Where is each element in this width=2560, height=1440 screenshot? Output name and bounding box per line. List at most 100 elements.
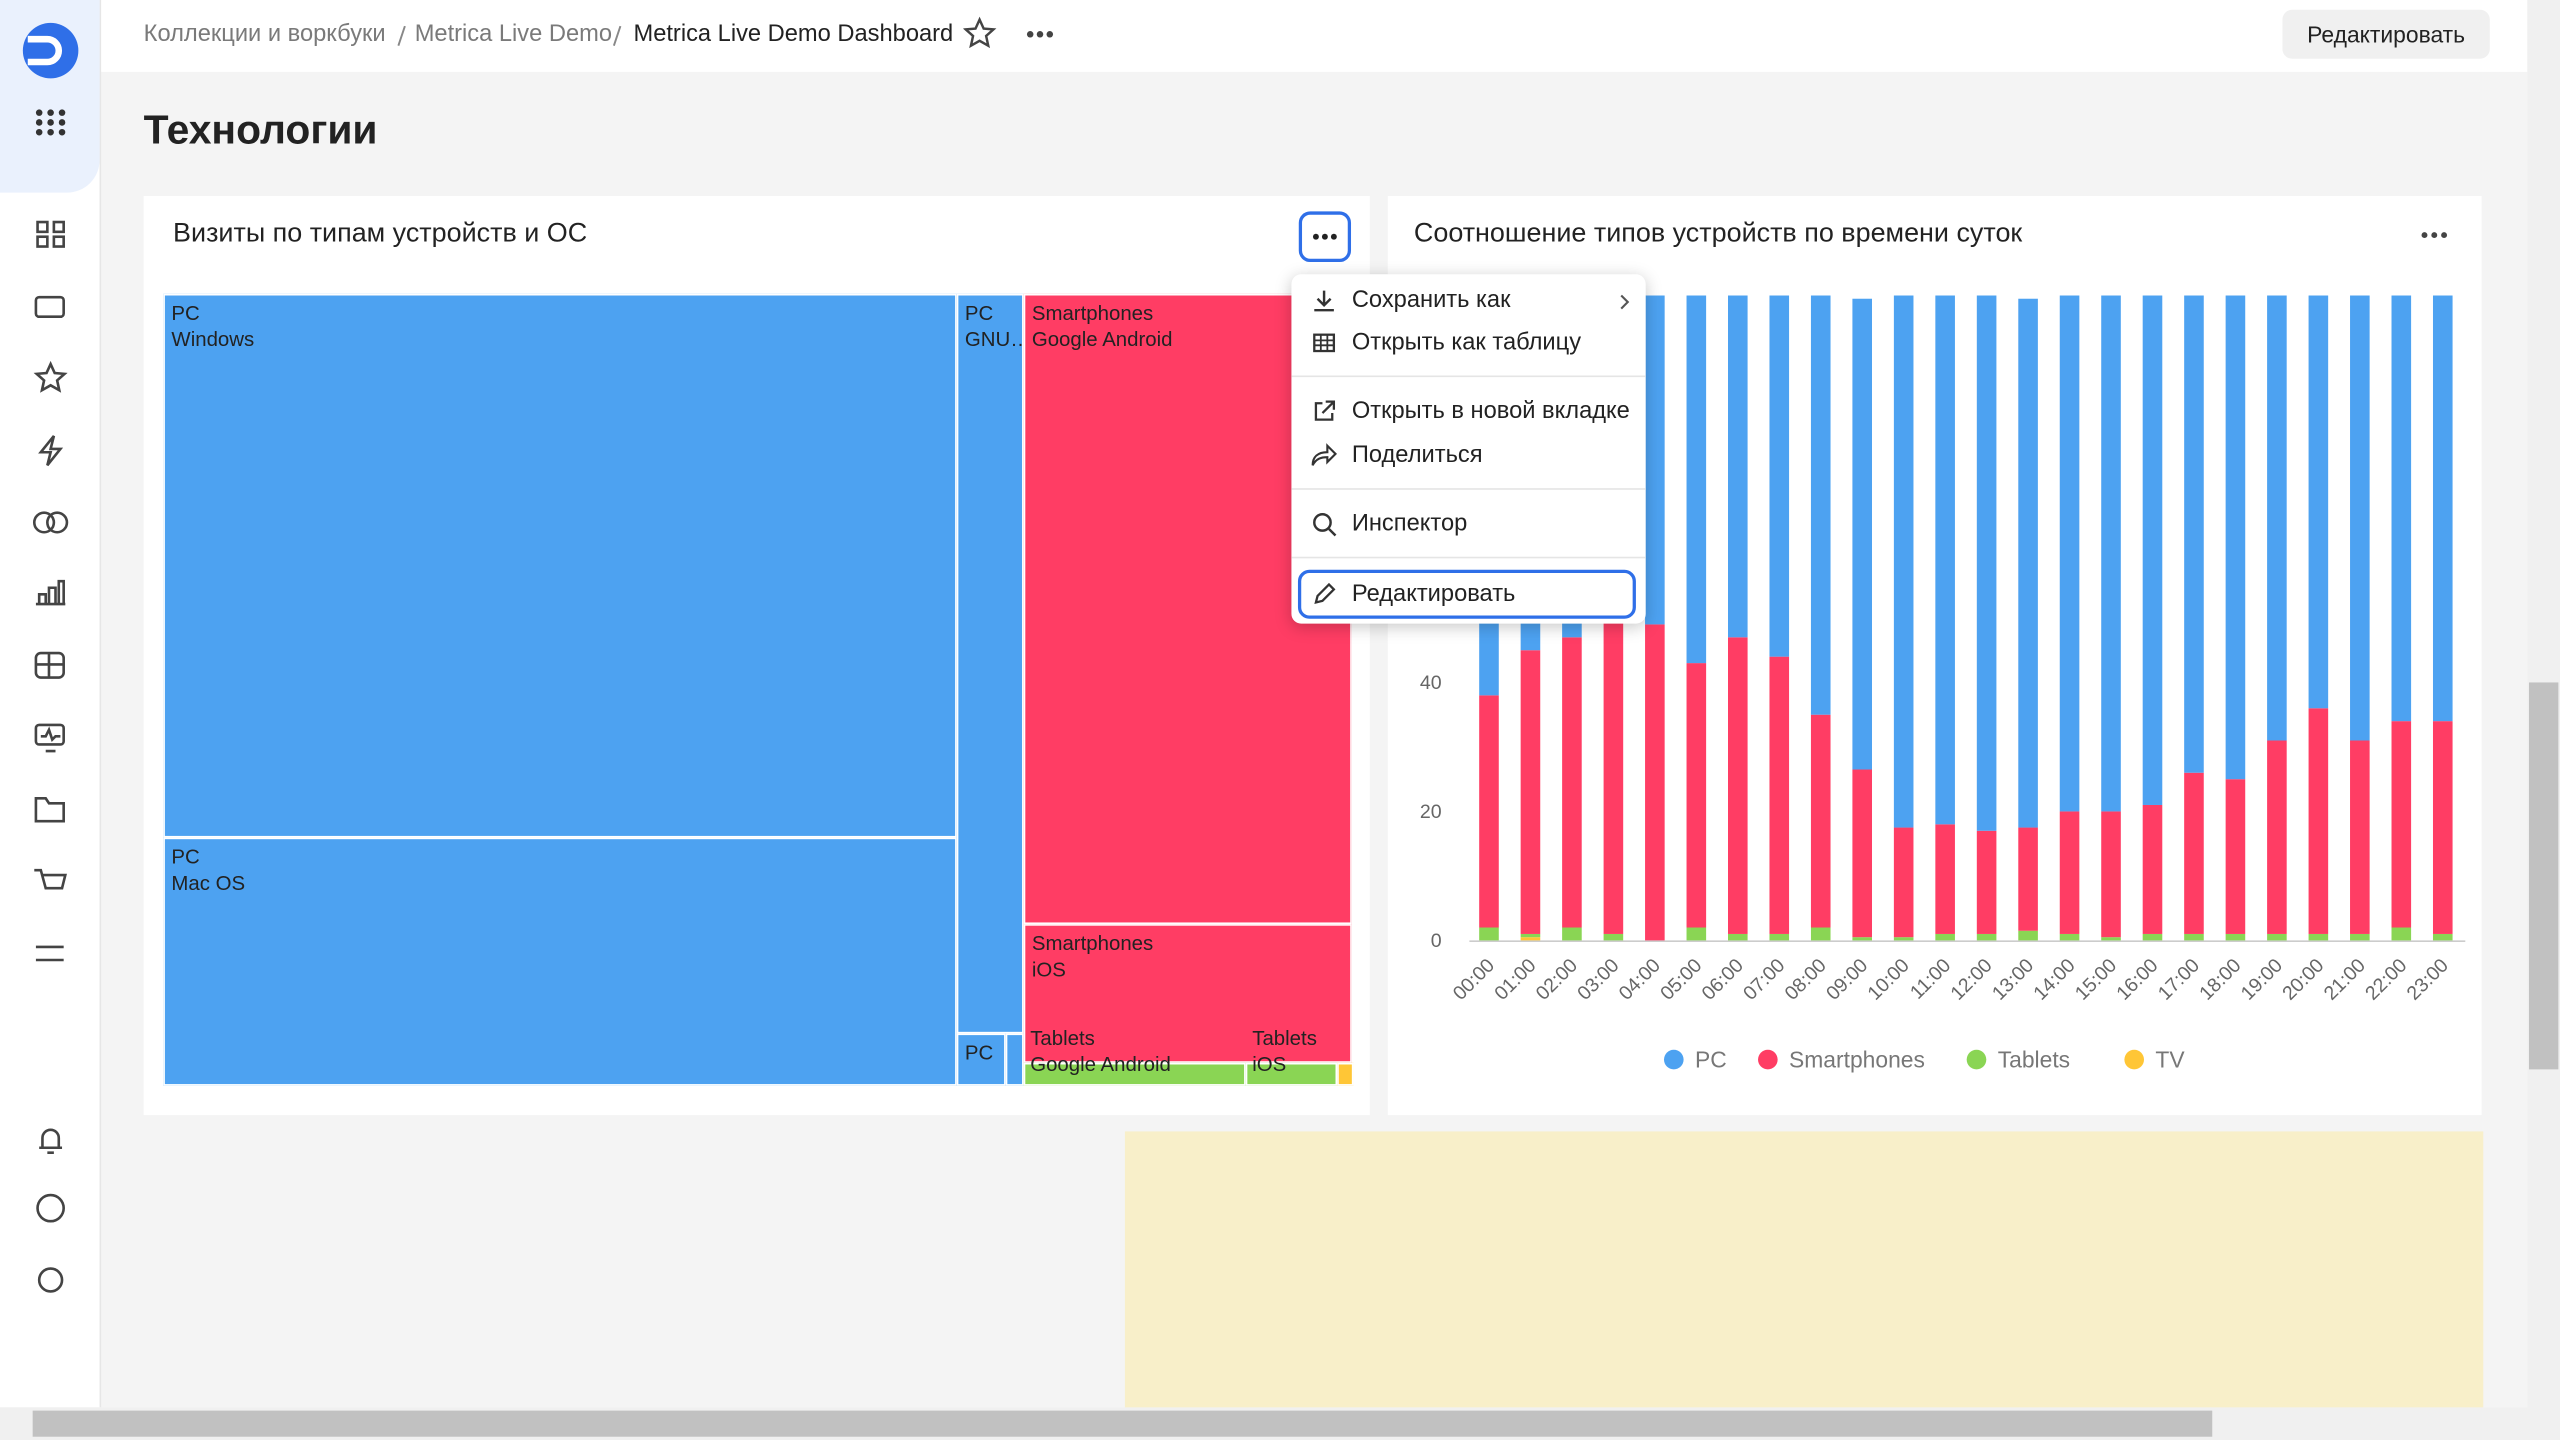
menu-item[interactable]: Инспектор [1291, 503, 1645, 545]
header-icons [963, 16, 1054, 49]
legend-item[interactable]: TV [2124, 1047, 2185, 1073]
bar-segment [1603, 933, 1624, 941]
bar-segment [2018, 298, 2038, 828]
legend-label: PC [1695, 1047, 1727, 1073]
x-tick-label: 23:00 [2403, 954, 2453, 1004]
node-group: PC [171, 845, 200, 869]
more-button[interactable] [1026, 31, 1054, 38]
nav-settings[interactable] [37, 1267, 64, 1293]
node-name: GNU… [964, 327, 1022, 351]
favorite-button[interactable] [963, 16, 997, 49]
breadcrumb-current: Metrica Live Demo Dashboard [633, 21, 954, 48]
header [101, 0, 2528, 72]
apps-icon[interactable] [35, 109, 66, 136]
nav-market[interactable] [34, 868, 67, 890]
bar-segment [2350, 933, 2370, 941]
x-tick-label: 22:00 [2361, 954, 2411, 1004]
bar-segment [2350, 295, 2370, 741]
bar-segment [2308, 708, 2329, 934]
treemap-node[interactable] [1005, 1033, 1024, 1086]
bar-segment [2059, 811, 2080, 934]
x-tick-label: 13:00 [1988, 954, 2038, 1004]
menu-item[interactable]: Сохранить как [1291, 279, 1645, 321]
nav-dashboards[interactable] [36, 220, 65, 248]
scroll-thumb[interactable] [2528, 682, 2559, 1070]
bar-segment [2184, 295, 2204, 773]
node-name: iOS [1031, 957, 1066, 981]
bar-segment [1852, 937, 1872, 941]
menu-item-active[interactable]: Редактировать [1297, 569, 1636, 619]
node-name: Google Android [1031, 327, 1173, 351]
breadcrumb[interactable]: Metrica Live Demo [414, 21, 613, 48]
bar-segment [1769, 933, 1790, 941]
nav-actions[interactable] [38, 435, 64, 467]
node-group: Tablets [1252, 1026, 1317, 1050]
logo[interactable] [22, 22, 79, 79]
bar-segment [1893, 827, 1914, 938]
bar-segment [1893, 937, 1914, 941]
legend-marker [1758, 1049, 1778, 1070]
treemap-node[interactable] [1023, 1062, 1246, 1086]
menu-item[interactable]: Открыть как таблицу [1291, 322, 1645, 364]
bar-segment [2142, 933, 2163, 941]
breadcrumb[interactable]: Коллекции и воркбуки [143, 21, 386, 48]
edit-button[interactable]: Редактировать [2282, 9, 2490, 59]
nav-settings-filters[interactable] [35, 945, 64, 962]
legend-label: Tablets [1998, 1047, 2070, 1073]
bar-segment [1976, 830, 1997, 934]
widget-menu-button[interactable] [1298, 211, 1352, 263]
node-group: Tablets [1030, 1026, 1095, 1050]
legend-marker [1966, 1049, 1987, 1070]
x-tick-label: 15:00 [2071, 954, 2121, 1004]
nav-monitoring[interactable] [34, 723, 65, 753]
menu-item[interactable]: Открыть в новой вкладке [1291, 390, 1645, 432]
nav-notifications[interactable] [39, 1128, 63, 1154]
nav-datasets[interactable] [34, 651, 65, 679]
bar-segment [2267, 740, 2287, 934]
x-tick-label: 17:00 [2154, 954, 2204, 1004]
scroll-thumb[interactable] [32, 1410, 2213, 1437]
treemap-node[interactable]: PC Windows [163, 293, 957, 838]
legend-item[interactable]: Smartphones [1758, 1047, 1925, 1073]
menu-item-label: Инспектор [1351, 511, 1468, 538]
treemap-label: Tablets Google Android [1024, 1020, 1253, 1079]
widget-menu-button[interactable] [2416, 222, 2455, 248]
treemap-node[interactable] [1337, 1062, 1354, 1086]
bar-segment [1935, 295, 1955, 825]
treemap-node[interactable]: PC [956, 1033, 1006, 1086]
bar-segment [1769, 656, 1790, 934]
x-tick-label: 07:00 [1739, 954, 1789, 1004]
bar-segment [2018, 930, 2038, 941]
bar-segment [2350, 740, 2370, 934]
menu-item[interactable]: Поделиться [1291, 434, 1645, 476]
bar-segment [1852, 298, 1872, 770]
nav-help[interactable] [36, 1193, 65, 1223]
nav-favorites[interactable] [33, 360, 68, 393]
bar-segment [2308, 295, 2329, 709]
bar-segment [1810, 714, 1831, 928]
bar-segment [1603, 617, 1624, 934]
x-tick-label: 09:00 [1822, 954, 1872, 1004]
legend-item[interactable]: PC [1664, 1047, 1727, 1073]
vertical-scrollbar[interactable] [2527, 0, 2560, 1408]
nav-files[interactable] [34, 797, 65, 823]
bar-segment [2142, 295, 2163, 805]
treemap-node[interactable]: Smartphones iOS [1023, 924, 1352, 1063]
treemap-node[interactable] [1245, 1062, 1338, 1086]
legend-item[interactable]: Tablets [1966, 1047, 2070, 1073]
nav-collections[interactable] [34, 295, 65, 319]
nav-connections[interactable] [32, 511, 69, 534]
bar-segment [2308, 933, 2329, 941]
y-tick-label: 20 [1420, 801, 1442, 823]
node-group: PC [171, 302, 200, 325]
bar-segment [2101, 811, 2121, 938]
nav-charts[interactable] [35, 579, 66, 606]
horizontal-scrollbar[interactable] [0, 1407, 2560, 1440]
bar-segment [2142, 804, 2163, 934]
bar-segment [2225, 779, 2246, 934]
bar-segment [2184, 772, 2204, 934]
treemap-node[interactable]: PC Mac OS [163, 837, 957, 1086]
y-tick-label: 0 [1431, 930, 1442, 952]
